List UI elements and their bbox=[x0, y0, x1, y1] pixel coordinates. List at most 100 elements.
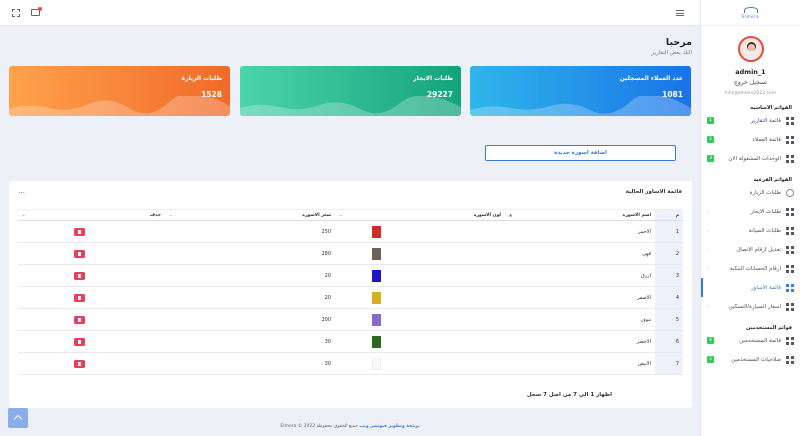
sidebar-item[interactable]: قائمة المستخدمين 4 bbox=[701, 331, 800, 350]
col-header-delete[interactable]: حذف ⌄ bbox=[18, 209, 165, 221]
sidebar-item[interactable]: قائمة العملاء 2 bbox=[701, 130, 800, 149]
sidebar-item-label: تعديل ارقام الاتصال bbox=[736, 246, 781, 253]
grid-icon bbox=[786, 283, 794, 292]
grid-icon bbox=[786, 355, 794, 364]
footer-copyright: جميع الحقوق محفوظة Elmera © 2022 bbox=[280, 424, 359, 429]
table-info: اظهار 1 الي 7 من اصل 7 سجل bbox=[526, 392, 612, 398]
sidebar-item-label: الوحدات المشغولة الان bbox=[728, 155, 781, 162]
table-row: 2 قهي 280 bbox=[18, 242, 683, 265]
sidebar-item-label: طلبات الايجار bbox=[750, 208, 781, 215]
logo[interactable]: Elmera bbox=[701, 0, 800, 26]
cell-color bbox=[335, 286, 505, 309]
cell-color bbox=[335, 242, 505, 265]
color-swatch bbox=[372, 247, 381, 260]
stat-title: عدد العملاء المسجلين bbox=[619, 75, 683, 82]
sidebar-item[interactable]: طلبات الايجار ‹ bbox=[701, 202, 800, 221]
user-email: info@elmera2022.com bbox=[724, 91, 777, 96]
color-swatch bbox=[372, 291, 381, 304]
delete-icon[interactable] bbox=[74, 227, 85, 236]
section-title-main: القوائم الاساسية bbox=[750, 105, 792, 111]
cell-delete bbox=[18, 242, 165, 265]
table-row: 6 الاخضر 30 bbox=[18, 330, 683, 353]
sidebar-item[interactable]: ارقام الحسابات البنكية ‹ bbox=[701, 259, 800, 278]
grid-icon bbox=[786, 226, 794, 235]
cell-color bbox=[335, 308, 505, 331]
grid-icon bbox=[786, 336, 794, 345]
chevron-icon: ‹ bbox=[707, 265, 709, 272]
sidebar-item-label: طلبات الصيانة bbox=[748, 227, 781, 234]
cell-num: 5 bbox=[655, 308, 683, 331]
col-header-price[interactable]: سعر الاسورة ⌄ bbox=[165, 209, 335, 221]
table-row: 4 الاصفر 20 bbox=[18, 286, 683, 309]
username: admin_1 bbox=[735, 68, 766, 76]
cell-price: 30 bbox=[165, 330, 335, 353]
sidebar-item[interactable]: تعديل ارقام الاتصال ‹ bbox=[701, 240, 800, 259]
sidebar-item[interactable]: قائمة الاساور bbox=[701, 278, 800, 297]
sidebar-item[interactable]: قائمة التقارير 1 bbox=[701, 111, 800, 130]
sidebar-item[interactable]: اسعار السيارة/التسكين ‹ bbox=[701, 297, 800, 316]
bracelets-panel: قائمة الاساور الحالية … م اسم الاسورة ▲ ل… bbox=[9, 181, 692, 408]
sidebar-item-label: قائمة التقارير bbox=[750, 117, 781, 124]
delete-icon[interactable] bbox=[74, 315, 85, 324]
sort-icon: ▲ bbox=[509, 212, 513, 217]
table-row: 3 ازرق 20 bbox=[18, 264, 683, 287]
color-swatch bbox=[372, 357, 381, 370]
greeting: مرحبا اليك بعض التقارير bbox=[652, 37, 692, 56]
delete-icon[interactable] bbox=[74, 293, 85, 302]
mail-icon[interactable] bbox=[31, 7, 42, 16]
logout-link[interactable]: تسجيل خروج bbox=[734, 79, 767, 86]
cell-num: 4 bbox=[655, 286, 683, 309]
add-bracelet-button[interactable]: اضافة اسورة جديدة bbox=[485, 145, 676, 161]
menu-icon[interactable] bbox=[676, 10, 684, 16]
cell-name: موف bbox=[505, 308, 655, 331]
count-badge: 2 bbox=[707, 136, 714, 143]
footer-brand-link[interactable]: برمجة وتطوير فيونشر ويب bbox=[359, 424, 420, 429]
grid-icon bbox=[786, 264, 794, 273]
nav-users: قائمة المستخدمين 4 صلاحيات المستخدمين 5 bbox=[701, 331, 800, 369]
more-options-icon[interactable]: … bbox=[18, 187, 25, 195]
wave-decoration bbox=[240, 96, 461, 116]
col-header-num[interactable]: م bbox=[655, 209, 683, 221]
sidebar-item-label: قائمة العملاء bbox=[752, 136, 781, 143]
cell-name: الاحمر bbox=[505, 220, 655, 243]
stat-value: 1081 bbox=[662, 90, 683, 99]
sidebar-item[interactable]: صلاحيات المستخدمين 5 bbox=[701, 350, 800, 369]
count-badge: 3 bbox=[707, 155, 714, 162]
stat-value: 1528 bbox=[201, 90, 222, 99]
cell-num: 7 bbox=[655, 352, 683, 375]
cell-color bbox=[335, 264, 505, 287]
delete-icon[interactable] bbox=[74, 249, 85, 258]
col-header-name[interactable]: اسم الاسورة ▲ bbox=[505, 209, 655, 221]
grid-icon bbox=[786, 302, 794, 311]
cell-delete bbox=[18, 286, 165, 309]
cell-color bbox=[335, 352, 505, 375]
cell-name: الاصفر bbox=[505, 286, 655, 309]
cell-name: قهي bbox=[505, 242, 655, 265]
fullscreen-icon[interactable] bbox=[12, 9, 20, 17]
sidebar-item[interactable]: طلبات الزيارة bbox=[701, 183, 800, 202]
section-title-users: قوائم المستخدمين bbox=[746, 325, 792, 331]
delete-icon[interactable] bbox=[74, 359, 85, 368]
page-title: مرحبا bbox=[665, 37, 692, 48]
scroll-top-button[interactable] bbox=[8, 408, 28, 428]
cell-delete bbox=[18, 330, 165, 353]
user-profile: admin_1 تسجيل خروج info@elmera2022.com bbox=[701, 26, 800, 96]
sidebar: Elmera admin_1 تسجيل خروج info@elmera202… bbox=[700, 0, 800, 436]
stat-card-customers: عدد العملاء المسجلين 1081 bbox=[470, 66, 691, 116]
cell-delete bbox=[18, 264, 165, 287]
chevron-icon: ‹ bbox=[707, 208, 709, 215]
grid-icon bbox=[786, 116, 794, 125]
sidebar-item[interactable]: طلبات الصيانة ‹ bbox=[701, 221, 800, 240]
delete-icon[interactable] bbox=[74, 271, 85, 280]
col-header-color[interactable]: لون الاسورة ⌄ bbox=[335, 209, 505, 221]
sidebar-item[interactable]: الوحدات المشغولة الان 3 bbox=[701, 149, 800, 168]
cell-num: 6 bbox=[655, 330, 683, 353]
delete-icon[interactable] bbox=[74, 337, 85, 346]
count-badge: 1 bbox=[707, 117, 714, 124]
color-swatch bbox=[372, 269, 381, 282]
cell-num: 1 bbox=[655, 220, 683, 243]
nav-main: قائمة التقارير 1 قائمة العملاء 2 الوحدات الم… bbox=[701, 111, 800, 168]
grid-icon bbox=[786, 135, 794, 144]
avatar bbox=[737, 36, 764, 62]
grid-icon bbox=[786, 154, 794, 163]
